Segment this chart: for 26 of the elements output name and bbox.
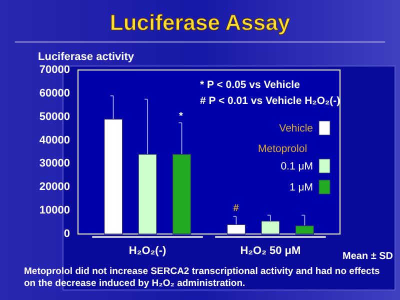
legend-label: 1 μM bbox=[289, 182, 313, 194]
bar bbox=[138, 154, 157, 234]
y-tick-label: 10000 bbox=[39, 204, 70, 217]
y-tick-label: 60000 bbox=[39, 87, 70, 100]
y-tick-label: 40000 bbox=[39, 134, 70, 146]
legend-title: Metoprolol bbox=[258, 143, 308, 155]
legend-label: Vehicle bbox=[279, 122, 314, 135]
x-tick-label: H₂O₂ 50 μM bbox=[240, 245, 301, 257]
text: Mean ± SD bbox=[342, 251, 393, 262]
y-tick-label: 70000 bbox=[39, 64, 70, 76]
annotation: # bbox=[233, 203, 240, 214]
bar bbox=[295, 225, 314, 234]
y-tick-label: 30000 bbox=[39, 158, 70, 170]
bar bbox=[261, 220, 280, 234]
legend-label: 0.1 μM bbox=[280, 160, 313, 173]
annotation: * P < 0.05 vs Vehicle bbox=[200, 79, 300, 91]
text: Metoprolol did not increase SERCA2 transcriptional activity and had no effects on the decrease induced by H₂O₂ administration. bbox=[24, 266, 380, 289]
annotation: * bbox=[179, 111, 184, 122]
y-tick-label: 20000 bbox=[39, 181, 70, 194]
annotation: # P < 0.01 vs Vehicle H₂O₂(-) bbox=[200, 95, 340, 107]
x-tick-label: H₂O₂(-) bbox=[128, 245, 167, 257]
chart-title: Luciferase Assay bbox=[110, 10, 291, 35]
bar bbox=[172, 154, 192, 234]
y-tick-label: 0 bbox=[64, 228, 70, 240]
y-tick-label: 50000 bbox=[39, 110, 70, 123]
y-axis-title: Luciferase activity bbox=[38, 51, 135, 63]
